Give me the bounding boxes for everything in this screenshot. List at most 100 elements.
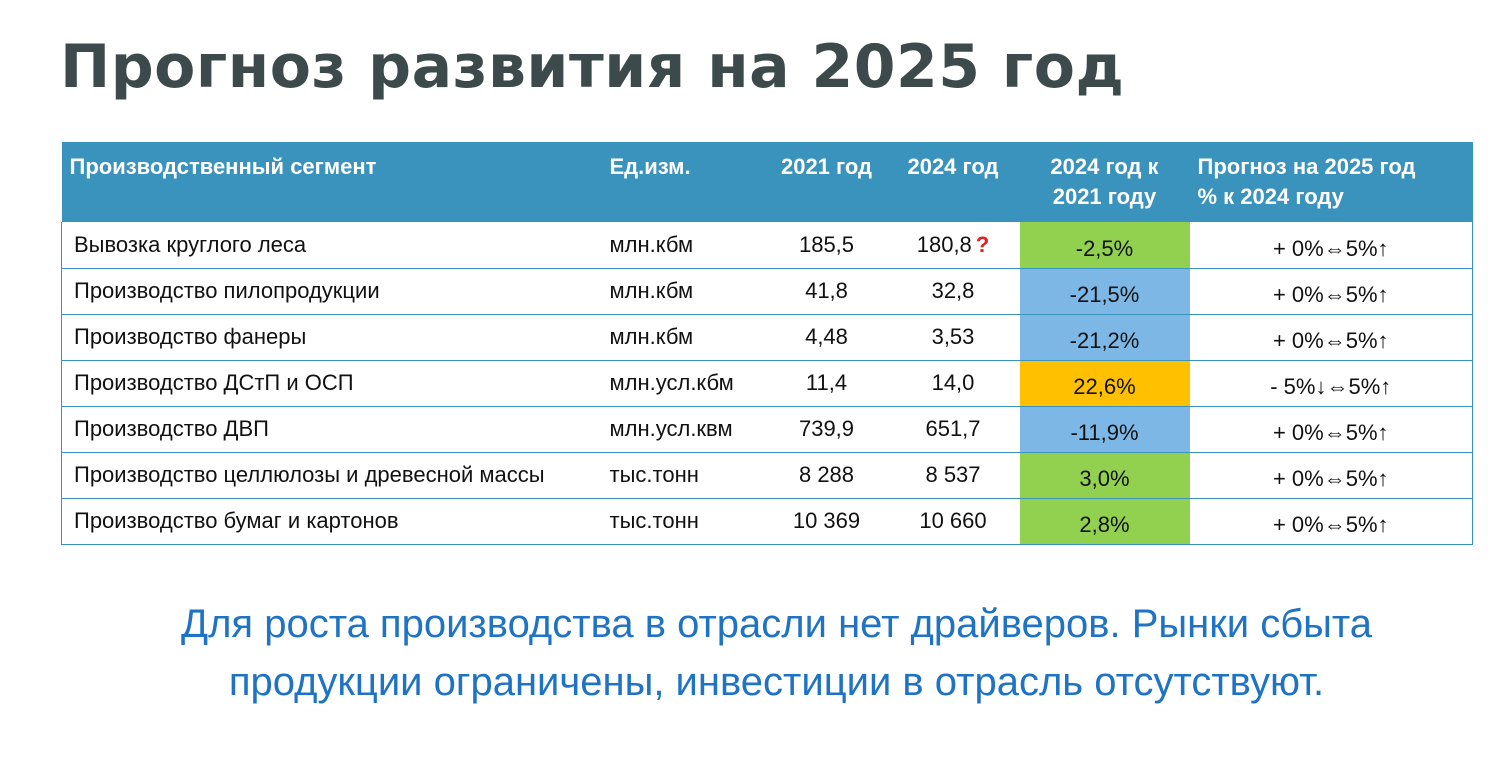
forecast-table: Производственный сегмент Ед.изм. 2021 го… xyxy=(61,142,1473,545)
header-change-line2: 2021 году xyxy=(1052,184,1157,209)
table-row: Производство ДВП млн.усл.квм 739,9 651,7 -11… xyxy=(61,406,1473,453)
cell-2024: 180,8? xyxy=(886,222,1020,269)
forecast-low-value: + 0% xyxy=(1272,235,1324,261)
cell-unit: млн.усл.кбм xyxy=(601,360,767,407)
arrow-up-icon: ↑ xyxy=(1380,373,1392,399)
value-2024: 180,8 xyxy=(916,231,972,257)
arrow-up-icon: ↑ xyxy=(1377,511,1389,537)
cell-2021: 739,9 xyxy=(766,406,887,453)
cell-forecast: + 0%⇔5%↑ xyxy=(1189,314,1473,361)
cell-2021: 4,48 xyxy=(766,314,887,361)
forecast-low-value: + 0% xyxy=(1272,465,1324,491)
value-2024: 3,53 xyxy=(931,324,975,349)
arrow-down-icon: ↓ xyxy=(1315,373,1327,399)
cell-unit: млн.кбм xyxy=(601,222,767,269)
cell-forecast: + 0%⇔5%↑ xyxy=(1189,222,1473,269)
arrow-up-icon: ↑ xyxy=(1377,281,1389,307)
cell-2024: 32,8 xyxy=(886,268,1020,315)
conclusion-text: Для роста производства в отрасли нет дра… xyxy=(80,595,1473,711)
value-2024: 651,7 xyxy=(925,416,981,441)
header-segment-label: Производственный сегмент xyxy=(69,154,377,179)
cell-unit: тыс.тонн xyxy=(601,498,767,545)
cell-unit: млн.кбм xyxy=(601,314,767,361)
page-title: Прогноз развития на 2025 год xyxy=(60,32,1125,102)
cell-2024: 651,7 xyxy=(886,406,1020,453)
forecast-high-value: 5% xyxy=(1345,281,1378,307)
cell-change: 22,6% xyxy=(1019,360,1190,407)
forecast-low-value: + 0% xyxy=(1272,511,1324,537)
cell-segment: Производство ДСтП и ОСП xyxy=(61,360,602,407)
forecast-high-value: 5% xyxy=(1345,235,1378,261)
cell-unit: млн.усл.квм xyxy=(601,406,767,453)
header-unit: Ед.изм. xyxy=(601,142,767,222)
header-change: 2024 год к 2021 году xyxy=(1019,142,1190,222)
arrow-up-icon: ↑ xyxy=(1377,235,1389,261)
arrow-up-icon: ↑ xyxy=(1377,327,1389,353)
cell-change: -21,2% xyxy=(1019,314,1190,361)
table-row: Производство ДСтП и ОСП млн.усл.кбм 11,4 14… xyxy=(61,360,1473,407)
header-segment: Производственный сегмент xyxy=(61,142,602,222)
range-arrows-icon: ⇔ xyxy=(1323,235,1346,261)
forecast-low-value: + 0% xyxy=(1272,281,1324,307)
cell-segment: Вывозка круглого леса xyxy=(61,222,602,269)
forecast-high-value: 5% xyxy=(1345,419,1378,445)
forecast-low-value: + 0% xyxy=(1272,327,1324,353)
cell-2021: 8 288 xyxy=(766,452,887,499)
value-2024: 8 537 xyxy=(925,462,981,487)
arrow-up-icon: ↑ xyxy=(1377,419,1389,445)
cell-segment: Производство пилопродукции xyxy=(61,268,602,315)
forecast-high-value: 5% xyxy=(1345,327,1378,353)
header-2021-label: 2021 год xyxy=(780,154,873,179)
header-2024-label: 2024 год xyxy=(907,154,999,179)
table-row: Вывозка круглого леса млн.кбм 185,5 180,8? -… xyxy=(61,222,1473,269)
cell-2024: 8 537 xyxy=(886,452,1020,499)
cell-2024: 3,53 xyxy=(886,314,1020,361)
range-arrows-icon: ⇔ xyxy=(1323,327,1346,353)
forecast-high-value: 5% xyxy=(1345,511,1378,537)
range-arrows-icon: ⇔ xyxy=(1326,373,1349,399)
conclusion-line-1: Для роста производства в отрасли нет дра… xyxy=(181,602,1372,646)
value-2024: 32,8 xyxy=(931,278,975,303)
table-body: Вывозка круглого леса млн.кбм 185,5 180,8? -… xyxy=(61,222,1473,545)
table-row: Производство фанеры млн.кбм 4,48 3,53 -21,2%… xyxy=(61,314,1473,361)
cell-segment: Производство бумаг и картонов xyxy=(61,498,602,545)
cell-forecast: + 0%⇔5%↑ xyxy=(1189,452,1473,499)
cell-segment: Производство целлюлозы и древесной массы xyxy=(61,452,602,499)
range-arrows-icon: ⇔ xyxy=(1323,419,1346,445)
cell-2021: 41,8 xyxy=(766,268,887,315)
value-2024: 14,0 xyxy=(931,370,975,395)
header-unit-label: Ед.изм. xyxy=(609,154,691,179)
question-flag-icon: ? xyxy=(975,231,990,257)
cell-segment: Производство ДВП xyxy=(61,406,602,453)
value-2024: 10 660 xyxy=(919,508,987,533)
conclusion-line-2: продукции ограничены, инвестиции в отрас… xyxy=(228,660,1325,704)
range-arrows-icon: ⇔ xyxy=(1323,281,1346,307)
arrow-up-icon: ↑ xyxy=(1377,465,1389,491)
cell-2021: 10 369 xyxy=(766,498,887,545)
cell-2024: 10 660 xyxy=(886,498,1020,545)
header-change-line1: 2024 год к xyxy=(1050,154,1159,179)
forecast-high-value: 5% xyxy=(1348,373,1381,399)
cell-change: -2,5% xyxy=(1019,222,1190,269)
cell-change: 2,8% xyxy=(1019,498,1190,545)
cell-change: -11,9% xyxy=(1019,406,1190,453)
cell-2021: 11,4 xyxy=(766,360,887,407)
cell-forecast: - 5%↓⇔5%↑ xyxy=(1189,360,1473,407)
table-row: Производство пилопродукции млн.кбм 41,8 32,… xyxy=(61,268,1473,315)
cell-forecast: + 0%⇔5%↑ xyxy=(1189,268,1473,315)
table-header-row: Производственный сегмент Ед.изм. 2021 го… xyxy=(61,142,1473,222)
cell-change: -21,5% xyxy=(1019,268,1190,315)
table-row: Производство бумаг и картонов тыс.тонн 10 … xyxy=(61,498,1473,545)
header-2024: 2024 год xyxy=(886,142,1020,222)
table-row: Производство целлюлозы и древесной массы… xyxy=(61,452,1473,499)
cell-forecast: + 0%⇔5%↑ xyxy=(1189,498,1473,545)
cell-2024: 14,0 xyxy=(886,360,1020,407)
header-forecast: Прогноз на 2025 год % к 2024 году xyxy=(1189,142,1473,222)
cell-change: 3,0% xyxy=(1019,452,1190,499)
forecast-low-value: + 0% xyxy=(1272,419,1324,445)
cell-unit: млн.кбм xyxy=(601,268,767,315)
header-forecast-line1: Прогноз на 2025 год xyxy=(1197,154,1416,179)
cell-forecast: + 0%⇔5%↑ xyxy=(1189,406,1473,453)
forecast-low-value: - 5% xyxy=(1270,373,1316,399)
header-forecast-line2: % к 2024 году xyxy=(1197,184,1344,209)
